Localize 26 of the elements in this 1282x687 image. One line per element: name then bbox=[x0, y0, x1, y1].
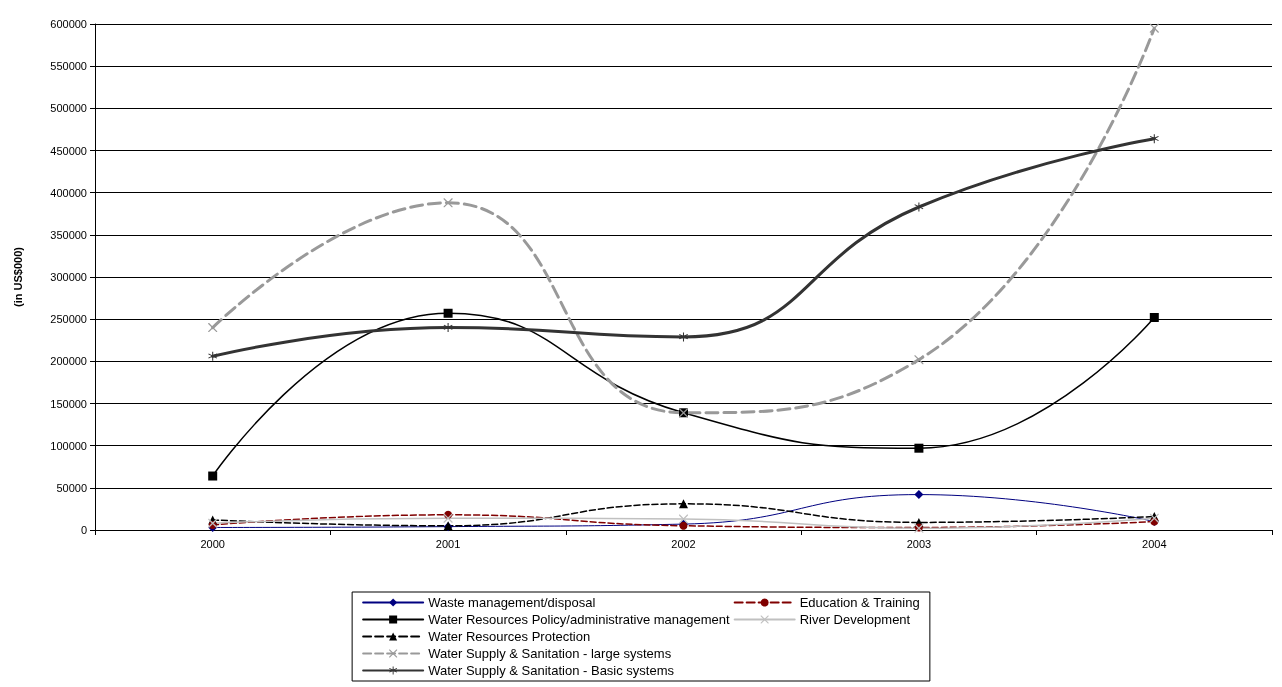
y-axis-title: (in US$000) bbox=[11, 246, 24, 307]
legend-label: River Development bbox=[799, 612, 911, 627]
y-tick-label: 450000 bbox=[50, 144, 87, 157]
y-tick-label: 500000 bbox=[50, 102, 87, 115]
y-tick-label: 150000 bbox=[50, 397, 87, 410]
y-tick-label: 0 bbox=[80, 524, 87, 536]
y-tick-label: 550000 bbox=[50, 60, 87, 73]
legend-label: Water Supply & Sanitation - Basic systems bbox=[428, 663, 675, 678]
y-tick-label: 200000 bbox=[50, 355, 87, 368]
x-tick-label: 2003 bbox=[906, 537, 932, 550]
x-tick-label: 2000 bbox=[200, 537, 225, 550]
x-tick-label: 2004 bbox=[1142, 537, 1167, 550]
y-tick-label: 250000 bbox=[50, 313, 87, 326]
legend-label: Education & Training bbox=[799, 595, 920, 610]
y-tick-label: 400000 bbox=[50, 186, 87, 199]
x-tick-label: 2002 bbox=[671, 537, 696, 550]
y-tick-label: 300000 bbox=[50, 271, 87, 283]
legend-label: Waste management/disposal bbox=[428, 595, 596, 610]
legend-label: Water Supply & Sanitation - large systems bbox=[428, 646, 672, 661]
x-tick-label: 2001 bbox=[435, 537, 461, 550]
y-tick-label: 100000 bbox=[50, 439, 87, 452]
y-tick-label: 600000 bbox=[50, 18, 87, 30]
y-tick-label: 350000 bbox=[50, 228, 87, 241]
y-tick-label: 50000 bbox=[56, 481, 87, 494]
legend-label: Water Resources Policy/administrative management bbox=[428, 612, 731, 627]
legend-label: Water Resources Protection bbox=[428, 629, 591, 644]
